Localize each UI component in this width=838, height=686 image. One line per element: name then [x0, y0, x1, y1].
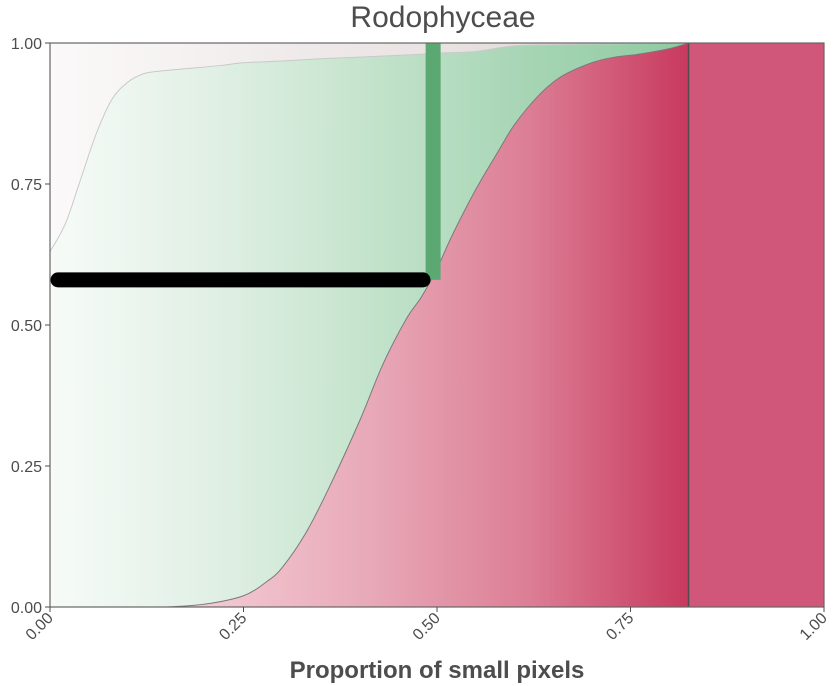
y-tick-label: 0.00: [11, 600, 42, 617]
x-tick-label: 1.00: [797, 610, 831, 644]
y-axis: 0.00 0.25 0.50 0.75 1.00: [11, 36, 50, 617]
plot-area: [50, 43, 824, 607]
lower-area: [50, 43, 690, 607]
x-tick-label: 0.25: [216, 610, 250, 644]
y-tick-label: 0.25: [11, 459, 42, 476]
x-axis: 0.00 0.25 0.50 0.75 1.00: [23, 607, 831, 644]
y-tick-label: 0.75: [11, 177, 42, 194]
chart-title: Rodophyceae: [350, 1, 535, 34]
right-block: [688, 43, 824, 607]
y-tick-label: 1.00: [11, 36, 42, 53]
x-tick-label: 0.75: [603, 610, 637, 644]
y-tick-label: 0.50: [11, 318, 42, 335]
x-axis-title: Proportion of small pixels: [290, 657, 585, 684]
x-tick-label: 0.50: [410, 610, 444, 644]
